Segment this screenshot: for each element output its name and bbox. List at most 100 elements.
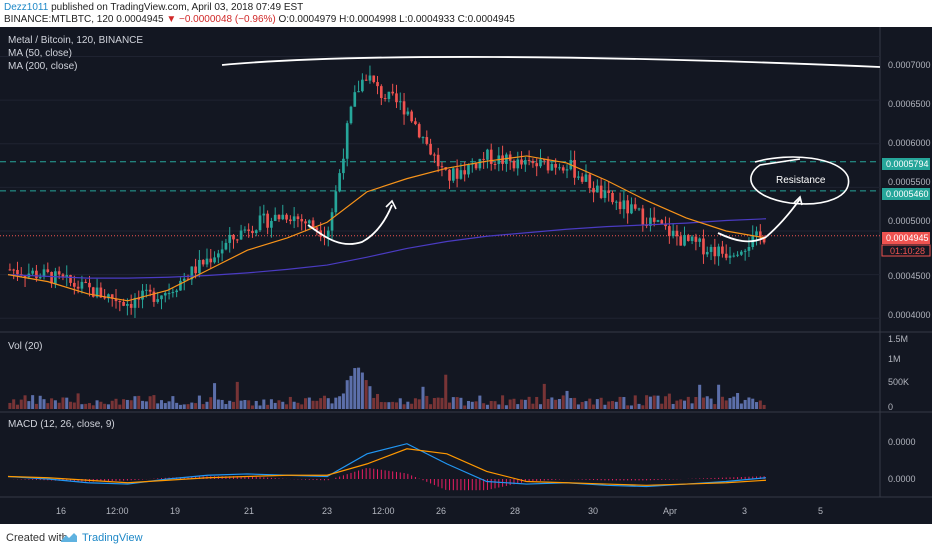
volume-bar bbox=[747, 397, 751, 409]
countdown-tag bbox=[881, 244, 931, 257]
volume-bar bbox=[8, 402, 12, 409]
macd-series bbox=[7, 443, 767, 491]
breakout-curve-drawing[interactable] bbox=[717, 198, 801, 243]
time-label: 3 bbox=[742, 506, 747, 516]
volume-bar bbox=[622, 397, 626, 409]
candle-body bbox=[137, 297, 141, 300]
candle-body bbox=[349, 106, 353, 124]
volume-bar bbox=[322, 395, 326, 409]
volume-bar bbox=[209, 397, 213, 409]
time-label: 21 bbox=[244, 506, 254, 516]
ma50-legend[interactable]: MA (50, close) bbox=[8, 48, 72, 59]
volume-bar bbox=[580, 402, 584, 409]
candle-body bbox=[728, 255, 732, 258]
tradingview-link[interactable]: TradingView bbox=[82, 532, 143, 544]
candle-body bbox=[755, 231, 758, 236]
volume-bar bbox=[656, 395, 660, 409]
candle-body bbox=[618, 201, 622, 210]
volume-bar bbox=[459, 397, 463, 409]
volume-bar bbox=[269, 399, 273, 409]
volume-bar bbox=[451, 397, 455, 409]
candle-body bbox=[402, 101, 406, 115]
candle-body bbox=[558, 167, 561, 169]
volume-bar bbox=[110, 400, 114, 409]
candle-body bbox=[376, 82, 379, 87]
candle-body bbox=[391, 91, 395, 94]
candle-body bbox=[148, 289, 152, 292]
candle-body bbox=[262, 213, 266, 216]
volume-bar bbox=[281, 401, 285, 409]
candle-body bbox=[709, 246, 713, 252]
candle-body bbox=[505, 154, 508, 164]
horizontal-levels[interactable] bbox=[0, 161, 880, 237]
candle-body bbox=[539, 159, 542, 167]
up-arrow-drawing-1 bbox=[385, 199, 397, 210]
volume-bar bbox=[429, 404, 433, 409]
candle-body bbox=[516, 159, 520, 169]
support-curve-drawing[interactable] bbox=[307, 204, 393, 245]
volume-bar bbox=[497, 404, 501, 409]
candle-body bbox=[107, 294, 110, 299]
volume-bar bbox=[448, 402, 452, 409]
volume-bar bbox=[398, 398, 402, 409]
resistance-drawn-line[interactable] bbox=[221, 56, 881, 68]
candle-body bbox=[8, 269, 12, 271]
moving-averages bbox=[7, 155, 767, 302]
volume-bar bbox=[535, 396, 539, 409]
volume-bar bbox=[717, 384, 721, 409]
candle-body bbox=[198, 259, 201, 274]
volume-bar bbox=[603, 404, 607, 409]
volume-bar bbox=[224, 404, 228, 409]
volume-bar bbox=[315, 400, 319, 409]
volume-bar bbox=[137, 395, 141, 409]
macd-line bbox=[7, 443, 767, 488]
volume-bar bbox=[520, 399, 524, 409]
candle-body bbox=[91, 287, 95, 297]
candle-body bbox=[668, 226, 671, 237]
volume-pane-title[interactable]: Vol (20) bbox=[8, 341, 42, 352]
candle-body bbox=[133, 297, 137, 308]
volume-bar bbox=[652, 395, 656, 409]
volume-bar bbox=[739, 403, 743, 409]
candle-body bbox=[740, 251, 743, 255]
volume-bar bbox=[501, 395, 505, 409]
candle-body bbox=[395, 93, 398, 103]
author-link[interactable]: Dezz1011 bbox=[4, 2, 49, 13]
volume-bar bbox=[474, 401, 478, 409]
down-arrow-icon: ▼ bbox=[166, 14, 177, 25]
chart-area[interactable]: Resistance Metal / Bitcoin, 120, BINANCE… bbox=[0, 27, 932, 524]
candle-body bbox=[611, 192, 614, 203]
candle-body bbox=[440, 166, 444, 168]
candle-body bbox=[702, 238, 705, 255]
volume-bar bbox=[523, 399, 527, 409]
tradingview-logo-icon[interactable] bbox=[60, 531, 78, 543]
candle-body bbox=[281, 214, 285, 220]
level-tag-lower bbox=[882, 188, 930, 200]
chart-svg[interactable]: Resistance Metal / Bitcoin, 120, BINANCE… bbox=[0, 27, 932, 524]
candle-body bbox=[622, 200, 626, 210]
time-axis[interactable]: 16 12:00 19 21 23 12:00 26 28 30 Apr 3 5 bbox=[56, 506, 823, 516]
volume-bar bbox=[228, 400, 232, 409]
candle-body bbox=[118, 301, 122, 303]
volume-bar bbox=[239, 400, 243, 409]
volume-bar bbox=[406, 401, 410, 409]
macd-pane-title[interactable]: MACD (12, 26, close, 9) bbox=[8, 419, 115, 430]
ma200-legend[interactable]: MA (200, close) bbox=[8, 61, 77, 72]
volume-bar bbox=[379, 402, 383, 409]
candle-body bbox=[592, 188, 595, 193]
candle-body bbox=[387, 91, 391, 99]
candle-body bbox=[679, 236, 683, 246]
price-axis[interactable]: 0.0007000 0.0006500 0.0006000 0.0005500 … bbox=[888, 60, 931, 320]
volume-bar bbox=[231, 401, 236, 409]
candle-body bbox=[23, 275, 27, 278]
resistance-ellipse-drawing[interactable] bbox=[750, 156, 850, 205]
volume-bar bbox=[466, 400, 471, 409]
candle-body bbox=[398, 101, 402, 103]
volume-bar bbox=[300, 404, 304, 409]
volume-bar bbox=[720, 396, 724, 409]
candle-body bbox=[671, 230, 675, 237]
signal-line bbox=[7, 448, 767, 486]
volume-bar bbox=[432, 398, 436, 409]
candle-body bbox=[596, 185, 599, 193]
volume-bar bbox=[383, 402, 387, 409]
